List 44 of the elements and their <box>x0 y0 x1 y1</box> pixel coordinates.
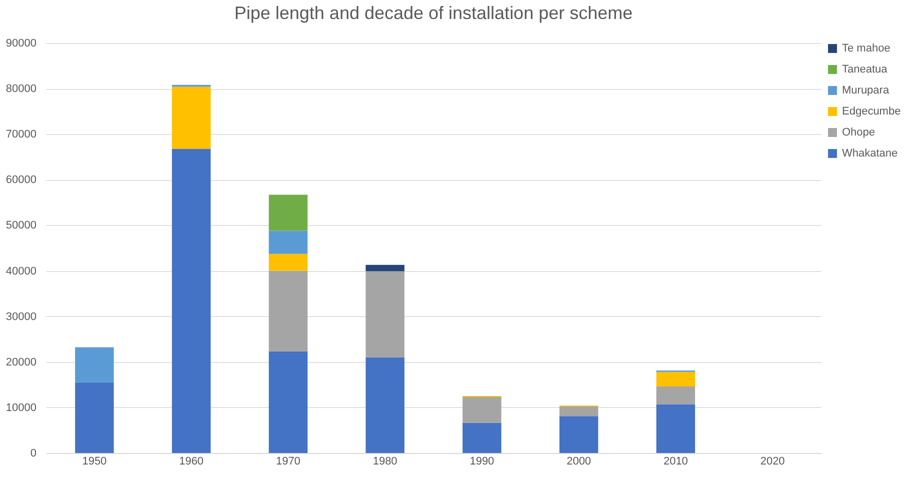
y-tick-label: 70000 <box>6 128 36 141</box>
bar <box>172 86 211 149</box>
y-tick-label: 0 <box>30 448 36 460</box>
y-tick-label: 50000 <box>6 220 36 232</box>
x-tick-label: 1960 <box>179 456 204 468</box>
bar <box>268 270 308 352</box>
legend-label: Edgecumbe <box>842 106 901 118</box>
x-tick-label: 2010 <box>663 456 688 468</box>
chart-title: Pipe length and decade of installation per scheme <box>234 3 633 23</box>
bar <box>559 416 598 453</box>
bar <box>366 357 404 453</box>
y-tick-label: 10000 <box>6 402 36 414</box>
bar <box>268 230 308 254</box>
x-tick-label: 1970 <box>276 456 300 468</box>
x-tick-label: 2000 <box>566 456 592 468</box>
x-tick-label: 1950 <box>82 456 107 468</box>
x-tick-label: 1990 <box>470 456 494 468</box>
bar <box>268 351 308 453</box>
bar <box>75 382 114 453</box>
bar <box>75 347 114 382</box>
y-tick-label: 20000 <box>6 356 36 368</box>
y-tick-label: 30000 <box>6 310 36 323</box>
x-tick-label: 2020 <box>760 456 785 468</box>
bar <box>462 422 502 453</box>
bar <box>462 396 502 423</box>
x-tick-label: 1980 <box>372 456 398 468</box>
y-tick-label: 40000 <box>6 265 36 278</box>
bar <box>172 148 211 453</box>
bar <box>268 254 308 271</box>
y-tick-label: 90000 <box>6 38 36 50</box>
legend-label: Murupara <box>842 84 890 96</box>
bar <box>366 264 404 272</box>
y-tick-label: 80000 <box>6 83 36 96</box>
legend-label: Whakatane <box>842 148 898 160</box>
bar <box>656 386 696 404</box>
bar <box>268 194 308 231</box>
legend-label: Taneatua <box>842 64 888 76</box>
bar <box>656 372 696 386</box>
bar <box>656 404 696 453</box>
legend-label: Ohope <box>842 126 876 138</box>
legend-label: Te mahoe <box>842 42 890 54</box>
y-tick-label: 60000 <box>6 174 36 186</box>
bar <box>366 271 404 358</box>
bar <box>559 406 598 416</box>
